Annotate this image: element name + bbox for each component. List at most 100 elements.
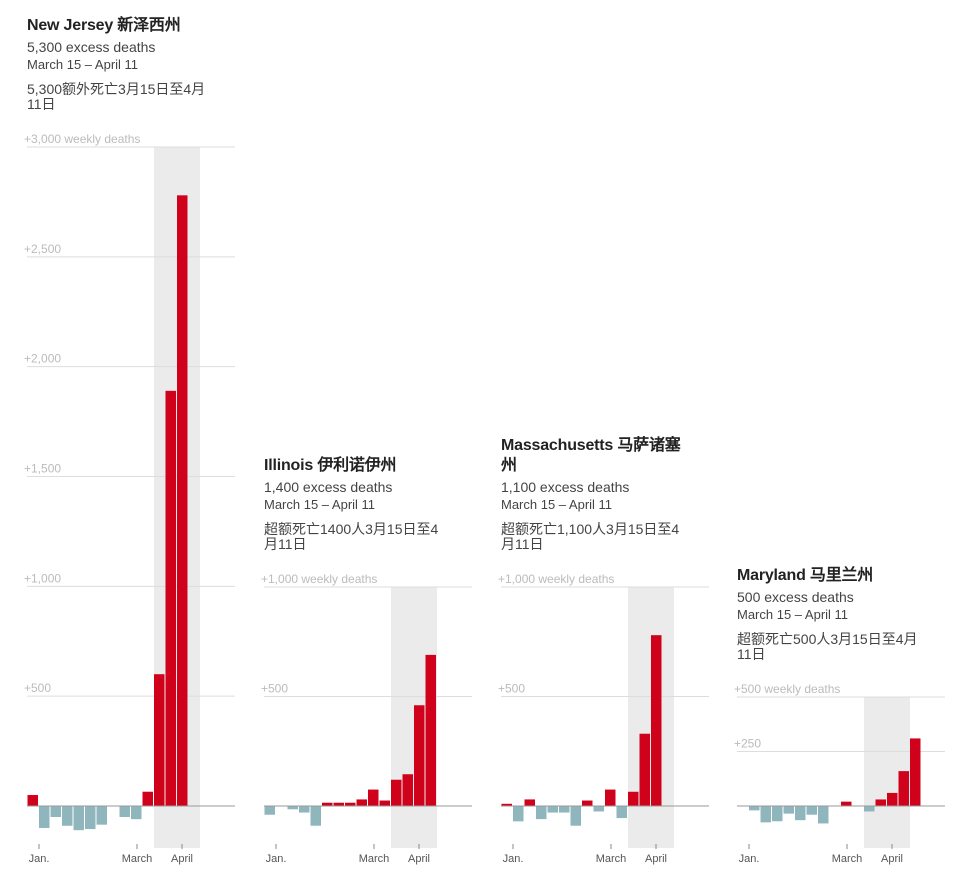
bar xyxy=(414,705,425,806)
panel-maryland: Maryland 马里兰州 500 excess deaths March 15… xyxy=(734,564,952,879)
panel-dates: March 15 – April 11 xyxy=(264,497,376,512)
bar xyxy=(887,792,898,806)
bar xyxy=(559,806,570,813)
bar xyxy=(96,806,107,825)
bar xyxy=(379,800,390,806)
panel-chinese-note-line2: 月11日 xyxy=(264,536,307,552)
bar xyxy=(368,789,379,806)
bar xyxy=(425,654,436,806)
bar xyxy=(299,806,310,813)
bar xyxy=(524,799,535,806)
bar xyxy=(841,801,852,806)
y-tick-label: +1,500 xyxy=(24,462,61,476)
panel-chinese-note: 超额死亡1,100人3月15日至4 xyxy=(501,521,680,537)
bar xyxy=(875,799,886,806)
bar xyxy=(287,806,298,810)
panel-title: New Jersey 新泽西州 xyxy=(27,17,181,34)
bar xyxy=(333,802,344,806)
panel-illinois: Illinois 伊利诺伊州 1,400 excess deaths March… xyxy=(261,454,479,879)
panel-title: Maryland 马里兰州 xyxy=(737,567,874,584)
panel-subtitle: 500 excess deaths xyxy=(737,589,854,605)
bar xyxy=(50,806,61,817)
panel-chinese-note: 超额死亡500人3月15日至4月 xyxy=(737,631,918,647)
x-tick-label: Jan. xyxy=(503,853,524,865)
bar xyxy=(910,738,921,806)
x-tick-label: Jan. xyxy=(739,853,760,865)
panel-title: Illinois 伊利诺伊州 xyxy=(264,457,397,474)
y-tick-label: +500 xyxy=(24,681,51,695)
panel-chinese-note: 5,300额外死亡3月15日至4月 xyxy=(27,81,206,97)
y-tick-label: +1,000 weekly deaths xyxy=(261,572,377,586)
x-tick-label: April xyxy=(408,853,430,865)
x-tick-label: March xyxy=(596,853,627,865)
y-tick-label: +3,000 weekly deaths xyxy=(24,132,140,146)
bar xyxy=(513,806,524,822)
panel-chinese-note-line2: 11日 xyxy=(737,646,766,662)
panel-dates: March 15 – April 11 xyxy=(737,607,849,622)
bar xyxy=(501,803,512,806)
bar xyxy=(582,800,593,806)
bar xyxy=(356,799,367,806)
y-tick-label: +500 xyxy=(261,682,288,696)
y-tick-label: +1,000 xyxy=(24,571,61,585)
bar xyxy=(264,806,275,815)
y-tick-label: +1,000 weekly deaths xyxy=(498,572,614,586)
y-tick-label: +2,500 xyxy=(24,242,61,256)
bar xyxy=(628,791,639,806)
y-tick-label: +500 weekly deaths xyxy=(734,682,840,696)
bar xyxy=(639,733,650,806)
bar xyxy=(119,806,130,817)
bar xyxy=(898,771,909,806)
bar xyxy=(39,806,50,828)
bar xyxy=(73,806,84,831)
x-tick-label: March xyxy=(359,853,390,865)
x-tick-label: March xyxy=(832,853,863,865)
x-tick-label: March xyxy=(122,853,153,865)
x-tick-label: April xyxy=(171,853,193,865)
chart-maryland: +250 +500 weekly deaths Jan. March April xyxy=(734,682,945,865)
bar xyxy=(85,806,96,830)
bar xyxy=(27,795,38,806)
chart-new-jersey: +500 +1,000 +1,500 +2,000 +2,500 +3,000 weekl… xyxy=(24,132,235,865)
chart-massachusetts: +500 +1,000 weekly deaths Jan. March April xyxy=(498,572,709,865)
y-tick-label: +250 xyxy=(734,737,761,751)
bar xyxy=(593,806,604,812)
bar xyxy=(536,806,547,820)
x-tick-label: Jan. xyxy=(266,853,287,865)
bar xyxy=(605,789,616,806)
bar xyxy=(322,802,333,806)
bar xyxy=(310,806,321,826)
panel-new-jersey: New Jersey 新泽西州 5,300 excess deaths Marc… xyxy=(24,14,242,879)
x-tick-label: April xyxy=(881,853,903,865)
bar xyxy=(818,806,829,824)
panel-subtitle: 1,400 excess deaths xyxy=(264,479,393,495)
panel-dates: March 15 – April 11 xyxy=(501,497,613,512)
panel-dates: March 15 – April 11 xyxy=(27,57,139,72)
panel-chinese-note: 超额死亡1400人3月15日至4 xyxy=(264,521,439,537)
panel-subtitle: 1,100 excess deaths xyxy=(501,479,630,495)
bar xyxy=(749,806,760,811)
bar xyxy=(760,806,771,823)
bar xyxy=(165,390,176,806)
panel-title-line2: 州 xyxy=(501,457,517,474)
bar xyxy=(131,806,142,820)
bar xyxy=(806,806,817,815)
bar xyxy=(783,806,794,814)
panel-massachusetts: Massachusetts 马萨诸塞 州 1,100 excess deaths… xyxy=(498,434,716,879)
bar xyxy=(154,674,165,806)
bar xyxy=(402,774,413,806)
panel-chinese-note-line2: 11日 xyxy=(27,96,56,112)
y-tick-label: +500 xyxy=(498,682,525,696)
bar xyxy=(651,635,662,806)
bar xyxy=(142,791,153,806)
panel-title: Massachusetts 马萨诸塞 xyxy=(501,437,681,454)
y-tick-label: +2,000 xyxy=(24,352,61,366)
bar xyxy=(795,806,806,821)
bar xyxy=(547,806,558,813)
bar xyxy=(391,779,402,806)
bar xyxy=(177,195,188,806)
panel-chinese-note-line2: 月11日 xyxy=(501,536,544,552)
panel-subtitle: 5,300 excess deaths xyxy=(27,39,156,55)
bar xyxy=(570,806,581,826)
bar xyxy=(772,806,783,822)
